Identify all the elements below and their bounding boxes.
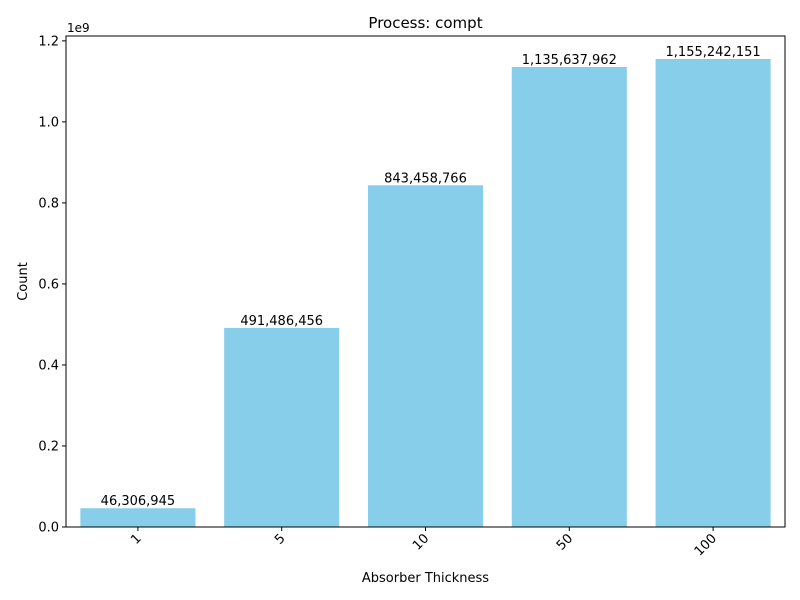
bar-5	[224, 327, 340, 527]
value-labels-group: 46,306,945 491,486,456 843,458,766 1,135,63…	[101, 45, 761, 509]
bar-value-label: 46,306,945	[101, 494, 175, 509]
bar-100	[655, 58, 771, 527]
y-tick-label: 0.4	[38, 358, 59, 373]
chart-title: Process: compt	[368, 14, 482, 32]
plot-frame	[65, 35, 786, 528]
y-tick-label: 1.0	[38, 115, 59, 130]
x-axis-label: Absorber Thickness	[362, 571, 489, 586]
bars-group	[80, 58, 771, 528]
y-tick-label: 0.2	[38, 439, 59, 454]
bar-value-label: 1,155,242,151	[666, 45, 761, 60]
y-offset-label: 1e9	[67, 21, 90, 35]
y-tick-label: 0.8	[38, 196, 59, 211]
y-axis-label: Count	[16, 262, 31, 301]
bar-50	[511, 66, 627, 527]
y-tick-label: 1.2	[38, 34, 59, 49]
bar-value-label: 843,458,766	[384, 171, 467, 186]
y-tick-label: 0.6	[38, 277, 59, 292]
y-tick-label: 0.0	[38, 521, 59, 536]
y-axis: 0.0 0.2 0.4 0.6 0.8 1.0 1.2	[38, 34, 66, 536]
bar-1	[80, 508, 196, 527]
bar-value-label: 1,135,637,962	[522, 53, 617, 68]
bar-value-label: 491,486,456	[240, 314, 323, 329]
bar-10	[367, 185, 484, 528]
